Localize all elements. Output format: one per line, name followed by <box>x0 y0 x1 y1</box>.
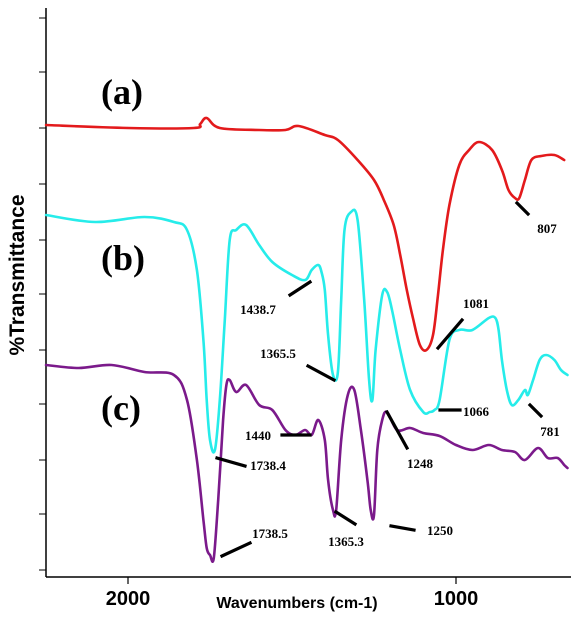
peak-label-1738-5: 1738.5 <box>252 526 288 541</box>
axes: 2000 1000 Wavenumbers (cm-1) %Transmittance <box>6 8 571 612</box>
spectrum-a-line <box>44 116 566 352</box>
series-layer <box>44 116 569 563</box>
panel-label-b: (b) <box>101 238 145 278</box>
y-axis-title: %Transmittance <box>6 194 29 355</box>
peak-label-1438-7: 1438.7 <box>240 302 276 317</box>
peak-label-1250: 1250 <box>427 523 453 538</box>
peak-label-1081: 1081 <box>463 296 489 311</box>
peak-leader-1081 <box>435 317 465 351</box>
peak-leader-1738-4 <box>215 456 247 468</box>
panel-label-c: (c) <box>101 388 141 428</box>
peak-leader-781 <box>527 402 544 419</box>
annotation-layer: 807 1438.7 1365.5 1248 1081 1066 781 1440 1738.4… <box>215 200 560 559</box>
x-tick-label: 2000 <box>106 588 151 610</box>
peak-leader-1365-5 <box>305 363 337 383</box>
peak-label-1365-3: 1365.3 <box>328 534 364 549</box>
peak-label-1738-4: 1738.4 <box>250 458 286 473</box>
peak-leader-807 <box>514 200 531 217</box>
label-layer: (a) (b) (c) <box>101 72 145 428</box>
peak-label-1248: 1248 <box>407 456 434 471</box>
peak-label-1066: 1066 <box>463 404 490 419</box>
peak-leader-1738-5 <box>219 540 253 559</box>
spectrum-c-line <box>44 363 569 563</box>
spectrum-b-line <box>44 208 569 454</box>
x-tick-label: 1000 <box>434 588 479 610</box>
peak-leader-1438-7 <box>287 279 313 298</box>
peak-leader-1365-3 <box>333 509 358 527</box>
peak-label-781: 781 <box>540 424 560 439</box>
peak-label-807: 807 <box>537 221 557 236</box>
peak-label-1440: 1440 <box>245 428 271 443</box>
x-axis-title: Wavenumbers (cm-1) <box>216 595 377 612</box>
peak-leader-1250 <box>389 524 416 532</box>
panel-label-a: (a) <box>101 72 143 112</box>
peak-leader-1248 <box>384 409 410 451</box>
peak-label-1365-5: 1365.5 <box>260 346 296 361</box>
